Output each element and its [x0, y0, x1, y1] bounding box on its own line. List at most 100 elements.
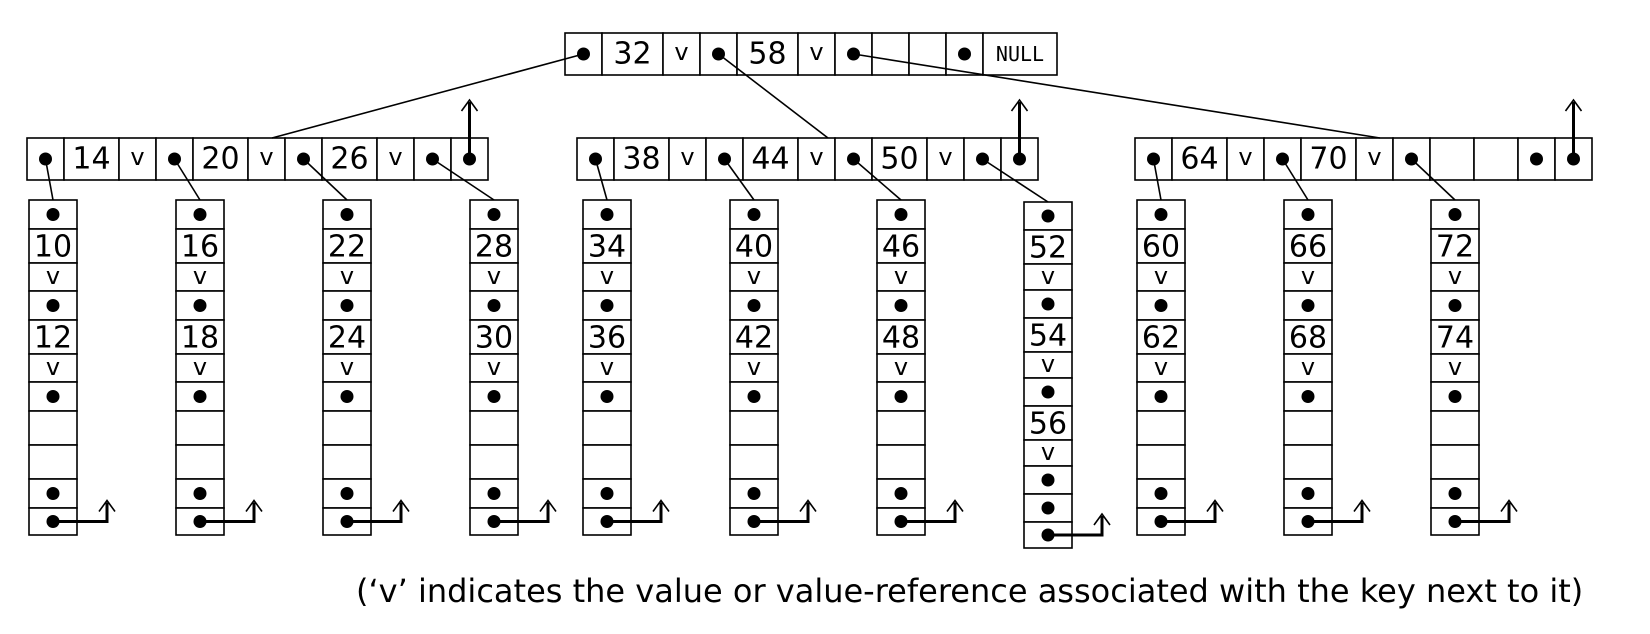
empty-cell: [175, 444, 225, 480]
internal-node-1: 14 v 20 v 26 v: [26, 98, 489, 181]
leaf-cell: [1283, 262, 1333, 292]
pointer-dot: [46, 208, 60, 221]
value-marker: v: [193, 353, 207, 381]
value-marker: v: [388, 143, 402, 171]
leaf-cell: [1430, 262, 1480, 292]
next-leaf-pointer: [1308, 502, 1364, 523]
value-marker: v: [1041, 262, 1055, 290]
next-leaf-pointer: [494, 502, 550, 523]
leaf-key: 34: [588, 230, 626, 265]
arrow-up-icon: [460, 98, 479, 112]
value-marker: v: [1448, 262, 1462, 290]
value-marker: v: [1154, 353, 1168, 381]
internal-key: 44: [751, 142, 789, 177]
leaf-cell: [322, 353, 372, 383]
pointer-dot: [193, 390, 207, 403]
internal-cell: [376, 137, 415, 181]
pointer-dot: [1301, 208, 1315, 221]
internal-node-3: 64 v 70 v: [1134, 98, 1593, 181]
pointer-dot: [46, 390, 60, 403]
arrow-up-icon: [946, 499, 964, 512]
value-marker: v: [894, 262, 908, 290]
internal-cell: [797, 137, 836, 181]
root-pointer-line: [853, 53, 1381, 139]
internal-key: 26: [330, 142, 368, 177]
leaf-cell: [1283, 478, 1333, 509]
arrow-up-icon: [1206, 499, 1224, 512]
empty-cell: [322, 410, 372, 446]
leaf-cell: [582, 262, 632, 292]
arrow-up-icon: [1010, 98, 1029, 112]
leaf-key: 36: [588, 321, 626, 356]
value-marker: v: [340, 262, 354, 290]
leaf-key: 18: [181, 321, 219, 356]
internal-cell: [321, 137, 378, 181]
leaf-cell: [876, 478, 926, 509]
leaf-cell: [1430, 228, 1480, 264]
leaf-cell: [876, 262, 926, 292]
value-marker: v: [1301, 353, 1315, 381]
leaf-cell: [1136, 262, 1186, 292]
empty-cell: [1283, 444, 1333, 480]
leaf-cell: [1283, 353, 1333, 383]
internal-key: 20: [201, 142, 239, 177]
value-marker: v: [340, 353, 354, 381]
child-pointer-line: [1410, 158, 1456, 201]
leaf-key: 66: [1289, 230, 1327, 265]
child-pointer-line: [1152, 158, 1162, 201]
empty-cell: [175, 410, 225, 446]
pointer-dot: [894, 390, 908, 403]
root-node: 32 v 58 v NULL: [564, 32, 1058, 76]
child-pointer-line: [173, 158, 201, 201]
child-pointer-line: [302, 158, 348, 201]
pointer-dot: [487, 208, 501, 221]
leaf-cell: [322, 262, 372, 292]
arrow-up-icon: [652, 499, 670, 512]
internal-key: 38: [622, 142, 660, 177]
arrow-up-icon: [98, 499, 116, 512]
pointer-dot: [193, 208, 207, 221]
internal-cell: [118, 137, 157, 181]
empty-cell: [1473, 137, 1519, 181]
root-cell: [871, 32, 910, 76]
pointer-dot: [1301, 487, 1315, 500]
pointer-dot: [1530, 152, 1543, 166]
leaf-key: 68: [1289, 321, 1327, 356]
empty-cell: [729, 410, 779, 446]
child-pointer-line: [852, 158, 902, 201]
value-marker: v: [1367, 143, 1381, 171]
empty-cell: [729, 444, 779, 480]
child-pointer-line: [982, 158, 1049, 203]
empty-cell: [469, 410, 519, 446]
value-marker: v: [1041, 438, 1055, 466]
value-marker: v: [1154, 262, 1168, 290]
leaf-key: 16: [181, 230, 219, 265]
pointer-dot: [340, 299, 354, 312]
pointer-dot: [1041, 385, 1055, 399]
pointer-dot: [46, 487, 60, 500]
leaf-cell: [322, 228, 372, 264]
value-marker: v: [259, 143, 273, 171]
leaf-cell: [876, 228, 926, 264]
internal-cell: [1355, 137, 1394, 181]
leaf-cell: [1136, 228, 1186, 264]
pointer-dot: [894, 487, 908, 500]
leaf-cell: [729, 228, 779, 264]
internal-key: 64: [1180, 142, 1218, 177]
arrow-up-icon: [1353, 499, 1371, 512]
child-pointer-line: [1281, 158, 1309, 201]
next-leaf-pointer: [1161, 502, 1217, 523]
root-cell: [797, 32, 836, 76]
leaf-key: 22: [328, 230, 366, 265]
leaf-cell: [175, 290, 225, 321]
empty-cell: [876, 410, 926, 446]
root-key: 58: [748, 37, 786, 72]
leaf-cell: [469, 319, 519, 355]
pointer-dot: [1041, 209, 1055, 223]
value-marker: v: [600, 353, 614, 381]
